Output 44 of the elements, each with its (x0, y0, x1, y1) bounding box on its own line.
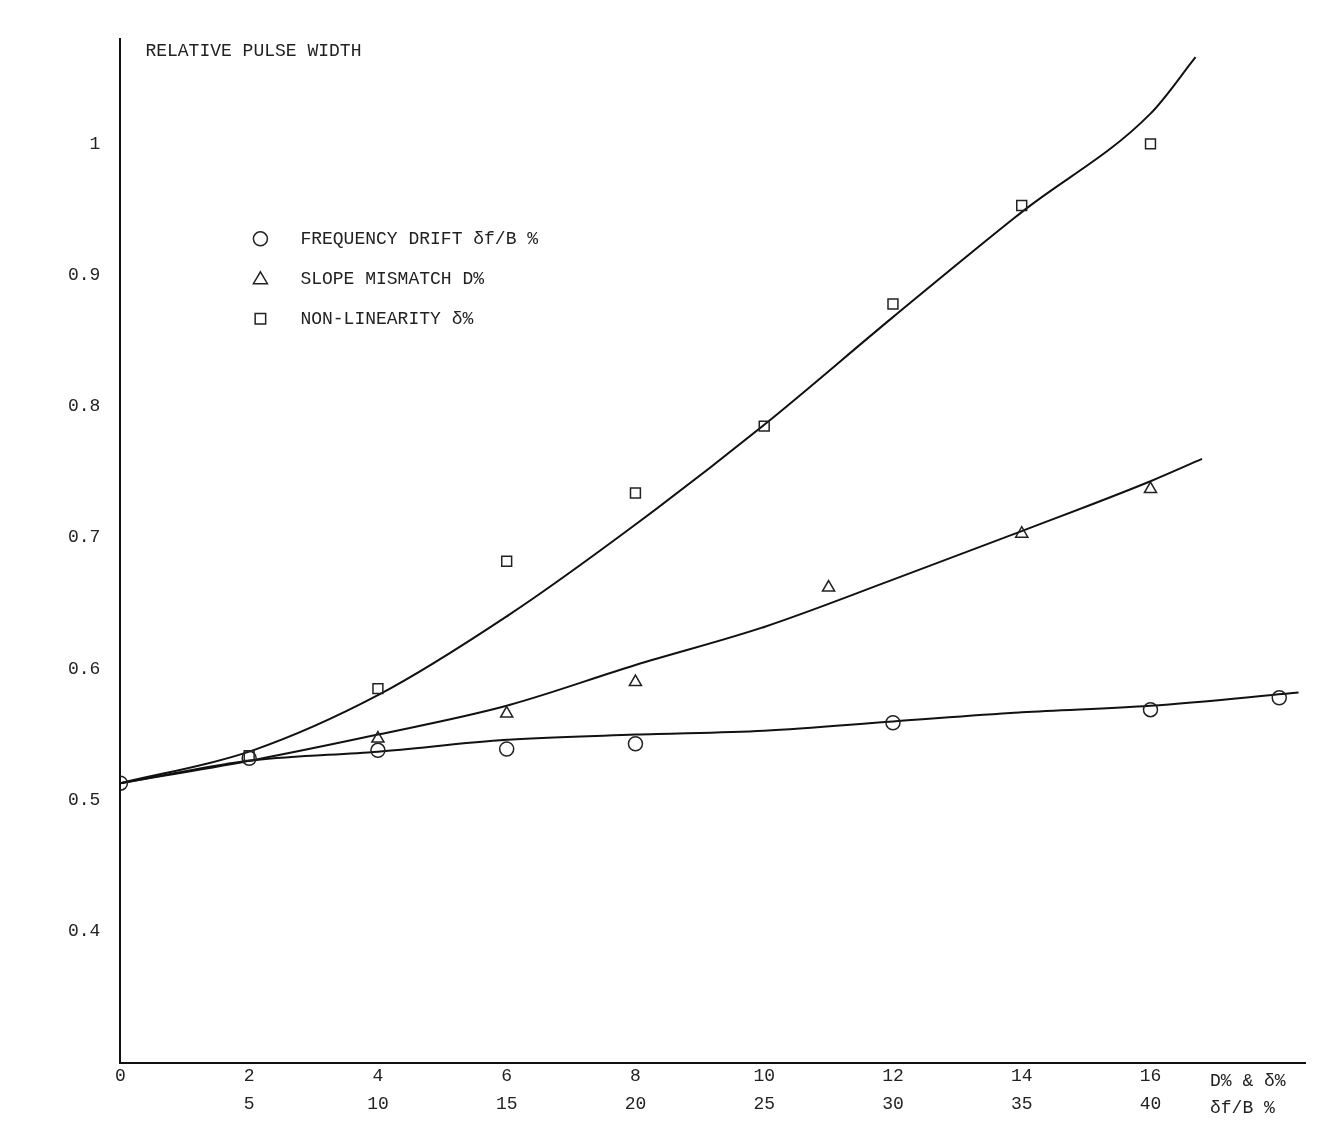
x2-axis-title: δf/B % (1210, 1098, 1276, 1119)
point (887, 298, 899, 310)
x-tick-label: 2 (243, 1066, 255, 1087)
y-tick-label: 0.4 (68, 921, 101, 942)
y-tick-label: 1 (89, 133, 101, 154)
x-tick-label: 12 (882, 1066, 904, 1087)
x2-tick-label: 30 (882, 1093, 904, 1114)
y-tick-label: 0.5 (68, 790, 101, 810)
x-tick-label: 0 (115, 1066, 126, 1087)
point (1014, 525, 1029, 538)
x2-tick-label: 15 (495, 1093, 518, 1114)
point (372, 682, 384, 695)
x2-tick-label: 25 (753, 1093, 776, 1114)
point (1143, 481, 1158, 494)
y-axis-title: RELATIVE PULSE WIDTH (145, 40, 362, 61)
legend-label: NON-LINEARITY δ% (300, 308, 474, 329)
point (758, 420, 770, 432)
x-tick-label: 10 (753, 1066, 776, 1087)
x-axis-title: D% & δ% (1210, 1070, 1286, 1091)
point (1144, 138, 1157, 150)
y-tick-label: 0.7 (68, 527, 101, 548)
point (1016, 199, 1028, 212)
point (628, 674, 643, 687)
legend-label: SLOPE MISMATCH D% (300, 268, 485, 289)
point (243, 749, 255, 762)
x-tick-label: 14 (1010, 1066, 1033, 1087)
point (500, 555, 513, 567)
x-tick-label: 8 (630, 1066, 641, 1087)
x2-tick-label: 20 (624, 1093, 647, 1114)
x-tick-label: 4 (372, 1066, 384, 1087)
x-tick-label: 16 (1139, 1066, 1162, 1087)
x2-tick-label: 40 (1139, 1093, 1162, 1114)
legend-label: FREQUENCY DRIFT δf/B % (300, 228, 539, 249)
x2-tick-label: 35 (1010, 1093, 1033, 1114)
x-tick-label: 6 (501, 1066, 513, 1087)
y-tick-label: 0.8 (68, 396, 101, 417)
x2-tick-label: 5 (243, 1093, 255, 1114)
y-tick-label: 0.6 (68, 658, 101, 679)
y-tick-label: 0.9 (68, 264, 101, 285)
point (499, 705, 514, 718)
x2-tick-label: 10 (367, 1093, 389, 1114)
point (821, 579, 836, 592)
point (629, 487, 642, 499)
point (371, 730, 385, 743)
